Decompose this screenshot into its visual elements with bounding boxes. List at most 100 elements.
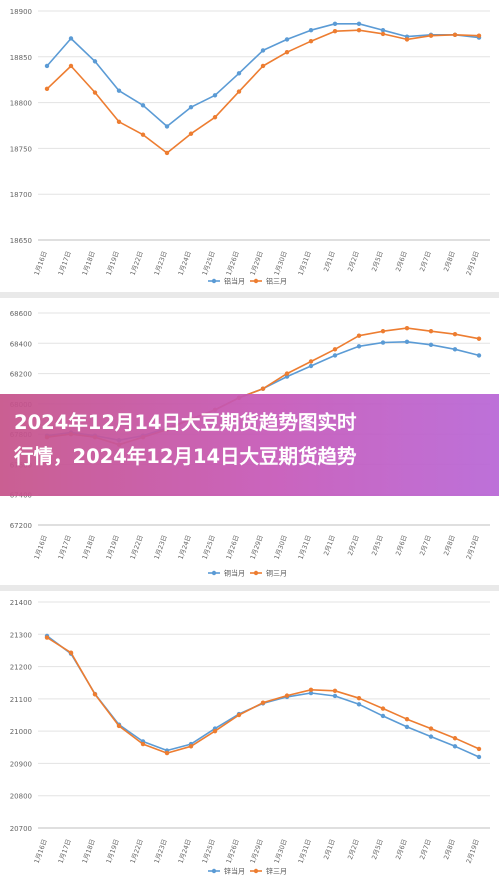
data-point (404, 37, 410, 42)
data-point (452, 744, 458, 749)
x-tick-label: 1月25日 (201, 250, 217, 277)
data-point (188, 744, 194, 749)
x-tick-label: 1月29日 (249, 250, 265, 277)
article-title-line-2: 行情，2024年12月14日大豆期货趋势 (14, 445, 357, 468)
series-line-2 (46, 636, 480, 754)
data-point (476, 33, 482, 38)
x-tick-label: 1月25日 (201, 838, 217, 865)
x-tick-label: 1月24日 (177, 838, 193, 865)
x-tick-label: 1月23日 (153, 838, 169, 865)
data-point (428, 734, 434, 739)
series-line-1 (46, 22, 480, 128)
data-point (116, 723, 122, 729)
data-point (380, 328, 386, 334)
data-point (284, 693, 290, 698)
data-point (164, 750, 170, 756)
x-tick-label: 1月17日 (57, 534, 73, 561)
y-tick-label: 21000 (10, 728, 32, 736)
data-point (140, 103, 146, 108)
legend-marker (253, 570, 259, 576)
article-title-banner[interactable]: 2024年12月14日大豆期货趋势图实时 行情，2024年12月14日大豆期货趋… (0, 394, 499, 496)
data-point (44, 86, 50, 92)
data-point (92, 90, 98, 95)
article-title-line-1: 2024年12月14日大豆期货趋势图实时 (14, 411, 357, 434)
x-tick-label: 2月7日 (418, 838, 433, 861)
x-tick-label: 1月26日 (225, 534, 241, 561)
data-point (452, 332, 458, 337)
x-tick-label: 2月5日 (370, 250, 385, 273)
x-tick-label: 2月7日 (418, 250, 433, 273)
data-point (284, 37, 290, 42)
x-tick-label: 1月17日 (57, 838, 73, 865)
data-point (212, 728, 218, 734)
y-tick-label: 18750 (10, 145, 32, 153)
x-tick-label: 2月1日 (322, 250, 337, 273)
data-point (380, 706, 386, 711)
data-point (380, 31, 386, 37)
data-point (284, 371, 290, 376)
data-point (428, 33, 434, 38)
legend-label: 铜当月 (224, 569, 245, 578)
data-point (68, 650, 74, 655)
data-point (188, 131, 194, 136)
x-tick-label: 1月19日 (105, 534, 121, 561)
data-point (356, 696, 362, 701)
data-point (140, 741, 146, 747)
data-point (380, 28, 386, 33)
legend-marker (253, 278, 259, 284)
y-tick-label: 18850 (10, 54, 32, 62)
x-tick-label: 2月19日 (465, 250, 481, 277)
data-point (44, 63, 50, 69)
y-tick-label: 18900 (10, 8, 32, 16)
data-point (332, 688, 338, 693)
x-tick-label: 1月26日 (225, 838, 241, 865)
data-point (356, 28, 362, 33)
x-tick-label: 2月19日 (465, 534, 481, 561)
x-tick-label: 2月7日 (418, 534, 433, 557)
legend-label: 铝当月 (224, 277, 245, 286)
data-point (308, 359, 314, 364)
x-tick-label: 2月1日 (322, 534, 337, 557)
y-tick-label: 18700 (10, 191, 32, 199)
data-point (380, 713, 386, 719)
data-point (164, 150, 170, 156)
data-point (428, 342, 434, 347)
x-tick-label: 1月16日 (33, 838, 49, 865)
x-tick-label: 1月29日 (249, 534, 265, 561)
y-tick-label: 68600 (10, 310, 32, 318)
y-tick-label: 20900 (10, 760, 32, 768)
data-point (212, 115, 218, 120)
data-point (44, 635, 50, 640)
x-tick-label: 1月24日 (177, 534, 193, 561)
data-point (260, 48, 266, 53)
chart-panel-3: 20700 20800 20900 21000 21100 21200 21300 21400… (0, 591, 499, 881)
data-point (332, 693, 338, 699)
chart-3: 20700 20800 20900 21000 21100 21200 21300 21400… (10, 599, 490, 876)
x-tick-label: 1月18日 (81, 838, 97, 865)
x-tick-label: 1月23日 (153, 534, 169, 561)
y-tick-label: 21100 (10, 696, 32, 704)
data-point (236, 89, 242, 94)
data-point (356, 344, 362, 349)
data-point (308, 690, 314, 696)
data-point (404, 716, 410, 722)
legend-label: 锌三月 (266, 867, 287, 876)
data-point (404, 325, 410, 331)
x-tick-label: 1月22日 (129, 534, 145, 561)
data-point (308, 363, 314, 369)
y-tick-label: 68400 (10, 340, 32, 348)
x-tick-label: 1月30日 (273, 838, 289, 865)
article-title: 2024年12月14日大豆期货趋势图实时 行情，2024年12月14日大豆期货趋… (14, 406, 485, 474)
data-point (68, 36, 74, 41)
y-tick-label: 20800 (10, 793, 32, 801)
data-point (452, 32, 458, 38)
data-point (332, 28, 338, 34)
y-tick-label: 67200 (10, 522, 32, 530)
x-tick-label: 1月31日 (297, 250, 313, 277)
data-point (428, 328, 434, 334)
x-tick-label: 1月29日 (249, 838, 265, 865)
y-tick-label: 20700 (10, 825, 32, 833)
x-tick-label: 1月16日 (33, 534, 49, 561)
legend-marker (253, 868, 259, 874)
data-point (404, 724, 410, 730)
